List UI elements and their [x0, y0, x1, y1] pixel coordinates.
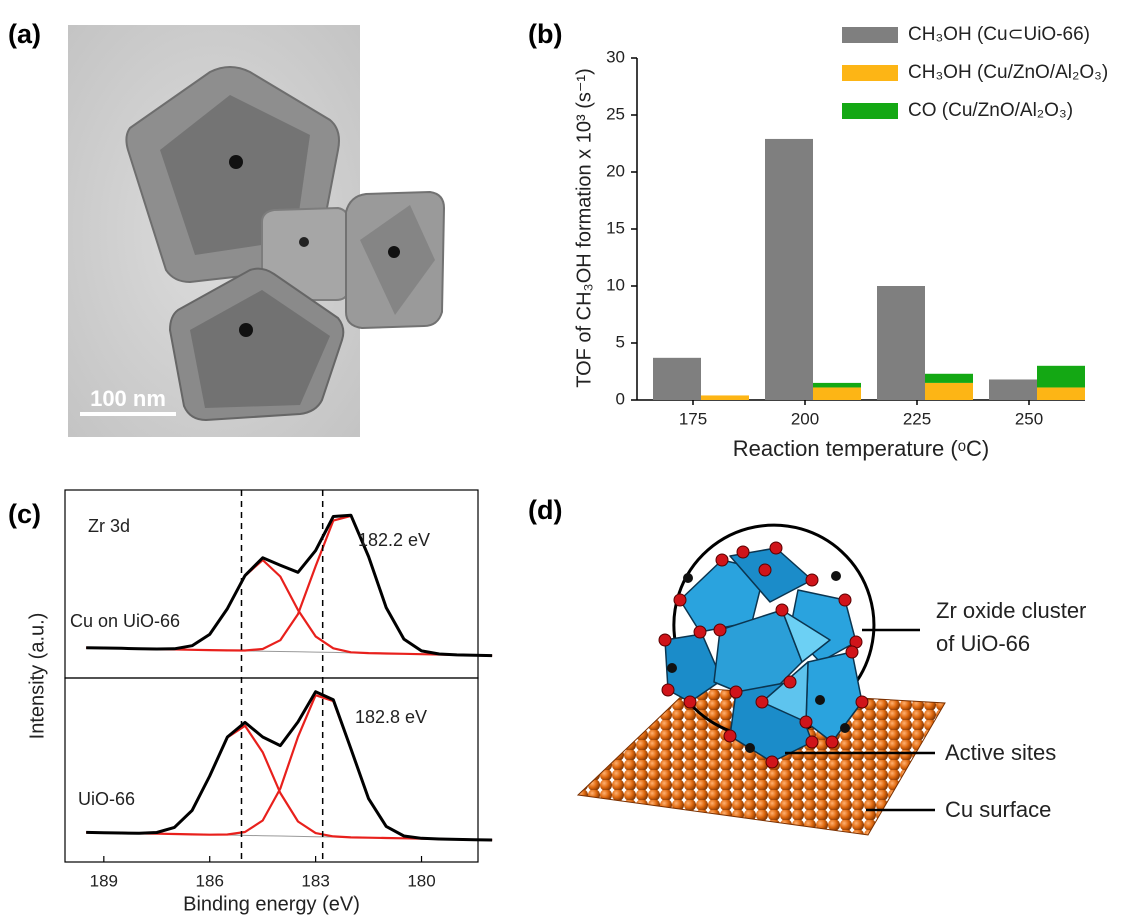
y-tick-label: 25: [606, 104, 625, 123]
y-tick-label: 0: [616, 389, 625, 408]
scale-bar-label: 100 nm: [90, 386, 166, 411]
callout: Zr oxide cluster: [936, 598, 1086, 623]
x-tick-label: 175: [679, 409, 707, 428]
callout: Cu surface: [945, 797, 1051, 822]
annotation: Cu on UiO-66: [70, 611, 180, 631]
x-tick-label: 250: [1015, 409, 1043, 428]
y-axis-title: TOF of CH₃OH formation x 10³ (s⁻¹): [573, 68, 595, 388]
annotation: UiO-66: [78, 789, 135, 809]
legend-label: CH₃OH (Cu⊂UiO-66): [908, 24, 1090, 45]
legend-label: CO (Cu/ZnO/Al₂O₃): [908, 100, 1073, 121]
bar: [925, 383, 973, 400]
y-tick-label: 5: [616, 332, 625, 351]
bar: [653, 358, 701, 400]
x-tick-label: 186: [196, 871, 224, 890]
x-tick-label: 200: [791, 409, 819, 428]
legend-swatch: [842, 27, 898, 43]
callout: of UiO-66: [936, 631, 1030, 656]
spectrum-line: [86, 560, 492, 656]
panel-label: (c): [8, 499, 41, 529]
bar: [765, 139, 813, 400]
y-tick-label: 30: [606, 47, 625, 66]
callout: Active sites: [945, 740, 1056, 765]
bar: [877, 286, 925, 400]
y-tick-label: 10: [606, 275, 625, 294]
figure: (a) 100 nm (d): [0, 0, 1145, 917]
spectrum-line: [86, 726, 492, 840]
bar: [989, 379, 1037, 400]
x-axis-title: Reaction temperature (ᵒC): [733, 436, 990, 461]
x-tick-label: 189: [90, 871, 118, 890]
spectrum-line: [86, 695, 492, 840]
bar: [701, 395, 749, 400]
bar: [813, 383, 861, 388]
bar: [1037, 366, 1085, 388]
bar: [813, 387, 861, 400]
spectrum-line: [86, 515, 492, 655]
bar: [925, 374, 973, 383]
legend-label: CH₃OH (Cu/ZnO/Al₂O₃): [908, 62, 1108, 83]
panel-label: (b): [528, 19, 562, 49]
panel-label: (d): [528, 495, 562, 525]
annotation: 182.2 eV: [358, 530, 430, 550]
annotation: Zr 3d: [88, 516, 130, 536]
x-tick-label: 225: [903, 409, 931, 428]
y-tick-label: 15: [606, 218, 625, 237]
x-tick-label: 180: [407, 871, 435, 890]
tem-image: [68, 25, 444, 437]
spectrum-line: [86, 516, 492, 656]
bar: [1037, 387, 1085, 400]
y-axis-title: Intensity (a.u.): [26, 613, 48, 740]
legend-swatch: [842, 103, 898, 119]
x-tick-label: 183: [301, 871, 329, 890]
y-tick-label: 20: [606, 161, 625, 180]
annotation: 182.8 eV: [355, 707, 427, 727]
legend-swatch: [842, 65, 898, 81]
x-axis-title: Binding energy (eV): [183, 893, 360, 915]
panel-label: (a): [8, 19, 41, 49]
